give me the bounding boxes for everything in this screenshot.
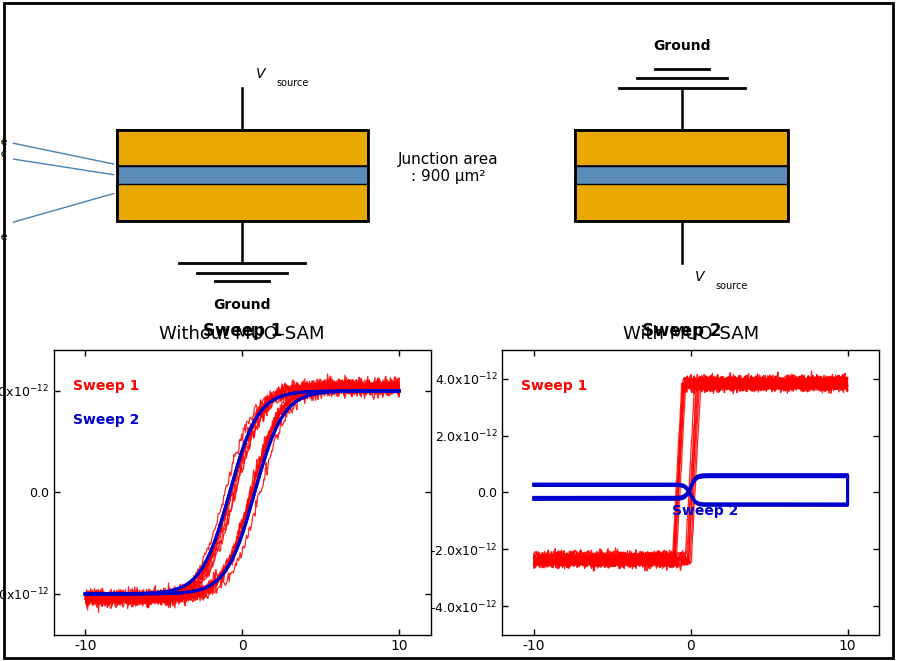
Text: V: V bbox=[695, 270, 705, 284]
Text: Top
electrode: Top electrode bbox=[0, 126, 114, 164]
Title: With MUO-SAM: With MUO-SAM bbox=[623, 325, 759, 343]
Bar bbox=[117, 166, 368, 184]
Text: Sweep 2: Sweep 2 bbox=[672, 504, 738, 518]
Bar bbox=[575, 166, 788, 184]
Text: Sweep 1: Sweep 1 bbox=[73, 379, 139, 393]
Text: Sweep 2: Sweep 2 bbox=[642, 322, 721, 340]
Text: Sweep 1: Sweep 1 bbox=[521, 379, 588, 393]
Title: Without MUO-SAM: Without MUO-SAM bbox=[160, 325, 325, 343]
Text: Ground: Ground bbox=[213, 297, 271, 312]
Text: Junction area
: 900 μm²: Junction area : 900 μm² bbox=[398, 152, 499, 184]
Text: Bottom
electrode: Bottom electrode bbox=[0, 194, 114, 242]
Text: source: source bbox=[276, 77, 309, 87]
Text: Sweep 2: Sweep 2 bbox=[73, 413, 139, 427]
Bar bbox=[575, 184, 788, 221]
Text: source: source bbox=[716, 280, 748, 291]
Text: Dielectric: Dielectric bbox=[0, 149, 114, 175]
Bar bbox=[575, 130, 788, 166]
Text: V: V bbox=[256, 67, 266, 81]
Text: Sweep 1: Sweep 1 bbox=[203, 322, 282, 340]
Bar bbox=[117, 184, 368, 221]
Text: Ground: Ground bbox=[653, 38, 710, 53]
Bar bbox=[117, 130, 368, 166]
Bar bbox=[575, 130, 788, 221]
Bar bbox=[117, 130, 368, 221]
